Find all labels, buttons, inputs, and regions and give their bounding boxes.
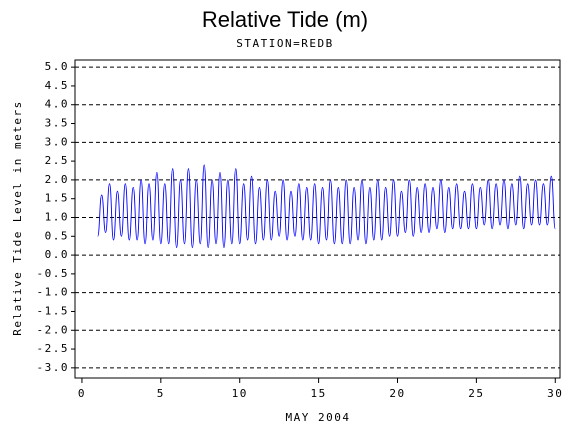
x-tick-label: 25: [468, 387, 484, 400]
x-tick-label: 20: [389, 387, 405, 400]
y-tick-label: -2.5: [37, 342, 70, 355]
x-tick-label: 5: [157, 387, 165, 400]
y-tick-label: 5.0: [45, 60, 69, 73]
y-tick-label: 0.0: [45, 248, 69, 261]
x-axis-label: MAY 2004: [286, 411, 351, 424]
y-tick-label: 0.5: [45, 229, 69, 242]
y-tick-label: 4.0: [45, 98, 69, 111]
y-tick-label: 1.0: [45, 210, 69, 223]
x-tick-label: 15: [310, 387, 326, 400]
y-tick-label: 1.5: [45, 192, 69, 205]
y-tick-label: 2.0: [45, 173, 69, 186]
x-tick-label: 0: [78, 387, 86, 400]
x-tick-label: 10: [232, 387, 248, 400]
y-tick-label: 3.0: [45, 135, 69, 148]
y-tick-label: -0.5: [37, 267, 70, 280]
plot-frame: [74, 59, 561, 379]
y-tick-label: 2.5: [45, 154, 69, 167]
y-tick-label: -3.0: [37, 361, 70, 374]
y-tick-label: 3.5: [45, 117, 69, 130]
y-axis-label: Relative Tide Level in meters: [11, 100, 24, 336]
chart-title: Relative Tide (m): [202, 7, 368, 32]
tide-line: [97, 164, 556, 249]
chart-subtitle: STATION=REDB: [236, 37, 333, 50]
y-tick-label: -1.5: [37, 304, 70, 317]
x-tick-label: 30: [547, 387, 563, 400]
y-tick-label: -2.0: [37, 323, 70, 336]
y-tick-label: 4.5: [45, 79, 69, 92]
y-tick-label: -1.0: [37, 286, 70, 299]
